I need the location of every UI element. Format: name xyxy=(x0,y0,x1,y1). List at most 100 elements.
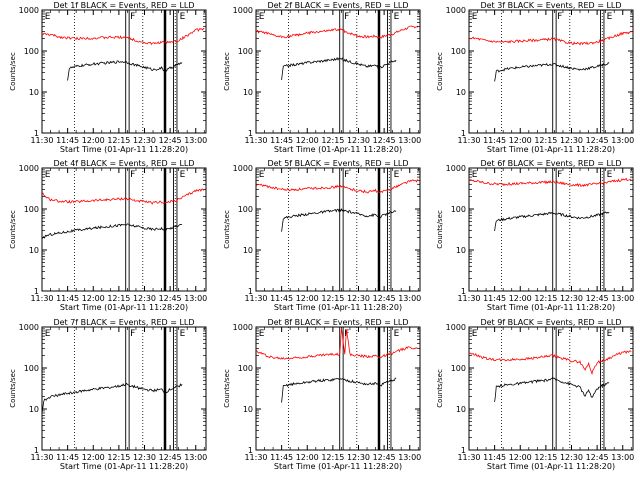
interval-marker-label: E xyxy=(259,170,265,180)
x-tick-label: 13:00 xyxy=(184,294,207,303)
x-tick-label: 12:30 xyxy=(560,136,583,145)
x-tick-label: 12:15 xyxy=(107,136,130,145)
series-line xyxy=(281,377,397,403)
interval-marker-label: F xyxy=(344,12,349,22)
series-line xyxy=(41,382,183,413)
x-tick-label: 12:15 xyxy=(534,453,557,462)
interval-marker-label: E xyxy=(607,170,613,180)
interval-marker-label: E xyxy=(394,329,400,339)
y-tick-label: 1 xyxy=(34,287,39,296)
y-tick-label: 1000 xyxy=(19,164,39,173)
x-tick-label: 12:15 xyxy=(321,453,344,462)
x-tick-label: 12:30 xyxy=(133,453,156,462)
y-axis-label: Counts/sec xyxy=(436,52,444,91)
y-tick-label: 1000 xyxy=(233,323,253,332)
interval-marker-label: E xyxy=(259,12,265,22)
interval-marker-label: F xyxy=(130,170,135,180)
chart-panel: Det 9f BLACK = Events, RED = LLD Counts/s… xyxy=(436,318,634,471)
chart-panel: Det 2f BLACK = Events, RED = LLD Counts/s… xyxy=(223,1,421,154)
x-tick-label: 11:45 xyxy=(270,294,293,303)
series-line xyxy=(494,376,610,403)
x-tick-label: 12:45 xyxy=(373,294,396,303)
y-tick-label: 100 xyxy=(451,205,466,214)
plot-frame xyxy=(255,9,421,134)
plot-frame xyxy=(255,326,421,451)
x-tick-label: 12:00 xyxy=(509,453,532,462)
chart-title: Det 7f BLACK = Events, RED = LLD xyxy=(53,318,194,327)
interval-marker-label: F xyxy=(557,329,562,339)
y-tick-label: 1000 xyxy=(446,323,466,332)
x-tick-label: 12:45 xyxy=(159,136,182,145)
x-tick-label: 11:45 xyxy=(56,453,79,462)
chart-title: Det 6f BLACK = Events, RED = LLD xyxy=(480,159,621,168)
y-tick-label: 1000 xyxy=(233,6,253,15)
x-tick-label: 11:30 xyxy=(457,294,480,303)
interval-marker-label: E xyxy=(607,12,613,22)
interval-marker-label: F xyxy=(130,329,135,339)
x-tick-label: 13:00 xyxy=(611,453,634,462)
interval-marker-label: E xyxy=(472,170,478,180)
series-line xyxy=(41,188,205,205)
y-tick-label: 100 xyxy=(24,47,39,56)
series-line xyxy=(255,328,419,360)
interval-marker-label: F xyxy=(557,170,562,180)
chart-title: Det 2f BLACK = Events, RED = LLD xyxy=(267,1,408,10)
x-tick-label: 12:45 xyxy=(586,136,609,145)
series-line xyxy=(468,31,632,46)
interval-marker-label: F xyxy=(130,12,135,22)
y-tick-label: 100 xyxy=(451,47,466,56)
x-tick-label: 12:45 xyxy=(373,453,396,462)
y-axis-label: Counts/sec xyxy=(9,210,17,249)
x-tick-label: 12:00 xyxy=(82,453,105,462)
series-line xyxy=(281,208,397,232)
x-axis-label: Start Time (01-Apr-11 11:28:20) xyxy=(60,145,188,154)
y-tick-label: 1000 xyxy=(19,6,39,15)
y-axis-label: Counts/sec xyxy=(223,210,231,249)
chart-panel: Det 5f BLACK = Events, RED = LLD Counts/s… xyxy=(223,159,421,312)
y-tick-label: 10 xyxy=(29,405,39,414)
chart-title: Det 8f BLACK = Events, RED = LLD xyxy=(267,318,408,327)
x-tick-label: 13:00 xyxy=(398,294,421,303)
y-tick-label: 10 xyxy=(243,88,253,97)
plot-frame xyxy=(41,167,207,292)
y-tick-label: 100 xyxy=(238,364,253,373)
interval-marker-label: E xyxy=(394,12,400,22)
x-tick-label: 11:30 xyxy=(457,136,480,145)
y-axis-label: Counts/sec xyxy=(9,52,17,91)
y-tick-label: 10 xyxy=(29,88,39,97)
y-tick-label: 1 xyxy=(461,129,466,138)
interval-marker-label: E xyxy=(180,329,186,339)
x-tick-label: 12:30 xyxy=(133,294,156,303)
y-axis-label: Counts/sec xyxy=(436,210,444,249)
chart-panel: Det 6f BLACK = Events, RED = LLD Counts/s… xyxy=(436,159,634,312)
x-tick-label: 12:00 xyxy=(296,294,319,303)
x-tick-label: 11:45 xyxy=(483,294,506,303)
chart-title: Det 1f BLACK = Events, RED = LLD xyxy=(53,1,194,10)
interval-marker-label: E xyxy=(607,329,613,339)
chart-title: Det 3f BLACK = Events, RED = LLD xyxy=(480,1,621,10)
x-tick-label: 12:45 xyxy=(373,136,396,145)
y-tick-label: 100 xyxy=(238,205,253,214)
y-tick-label: 100 xyxy=(24,364,39,373)
x-tick-label: 11:45 xyxy=(56,136,79,145)
x-tick-label: 12:15 xyxy=(107,294,130,303)
y-tick-label: 100 xyxy=(24,205,39,214)
x-tick-label: 11:45 xyxy=(483,136,506,145)
x-tick-label: 12:30 xyxy=(347,453,370,462)
x-axis-label: Start Time (01-Apr-11 11:28:20) xyxy=(60,303,188,312)
x-tick-label: 13:00 xyxy=(398,453,421,462)
y-tick-label: 1000 xyxy=(446,164,466,173)
x-tick-label: 12:00 xyxy=(296,136,319,145)
x-tick-label: 11:30 xyxy=(30,136,53,145)
y-axis-label: Counts/sec xyxy=(9,369,17,408)
interval-marker-label: E xyxy=(180,12,186,22)
x-tick-label: 12:45 xyxy=(586,453,609,462)
x-tick-label: 11:30 xyxy=(30,453,53,462)
chart-title: Det 9f BLACK = Events, RED = LLD xyxy=(480,318,621,327)
x-tick-label: 12:00 xyxy=(296,453,319,462)
y-tick-label: 1000 xyxy=(446,6,466,15)
x-tick-label: 13:00 xyxy=(184,136,207,145)
plot-frame xyxy=(255,167,421,292)
interval-marker-label: E xyxy=(394,170,400,180)
